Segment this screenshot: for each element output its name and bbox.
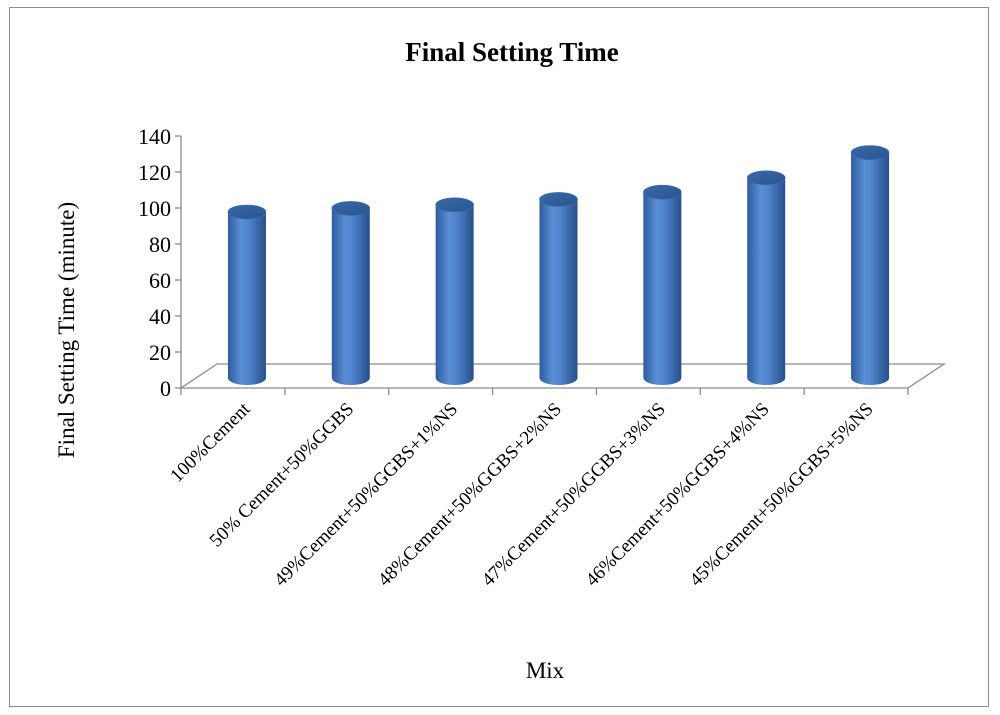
- y-tick-label: 60: [149, 268, 171, 293]
- bar-body: [435, 204, 474, 386]
- bar: [539, 192, 578, 386]
- bar-top: [539, 192, 578, 207]
- x-tick-label: 47%Cement+50%GGBS+3%NS: [478, 399, 670, 591]
- x-tick-label: 49%Cement+50%GGBS+1%NS: [270, 399, 462, 591]
- y-axis-label: Final Setting Time (minute): [54, 202, 79, 458]
- bar-top: [331, 201, 371, 216]
- bar-body: [851, 152, 890, 386]
- x-tick-label: 48%Cement+50%GGBS+2%NS: [374, 399, 566, 591]
- y-tick-labels: 0 20 40 60 80 100 120 140: [138, 124, 181, 401]
- bar-top: [746, 170, 786, 186]
- bar-top: [227, 204, 267, 220]
- bar-body: [643, 192, 682, 386]
- axes: [178, 136, 947, 395]
- chart-floor: [178, 363, 947, 389]
- y-tick-label: 120: [138, 160, 171, 185]
- bars: [227, 145, 890, 386]
- bar-top: [643, 184, 682, 200]
- chart-frame: [9, 7, 989, 707]
- chart-title: Final Setting Time: [405, 37, 619, 67]
- bar: [435, 197, 474, 386]
- bar: [331, 201, 371, 386]
- bar-top: [850, 145, 890, 160]
- y-tick-label: 20: [149, 340, 171, 365]
- y-tick-label: 80: [149, 232, 171, 257]
- y-tick-label: 140: [138, 124, 171, 149]
- x-tick-label: 100%Cement: [166, 398, 254, 486]
- bar: [746, 170, 786, 386]
- bar: [643, 184, 682, 386]
- x-axis-label: Mix: [526, 658, 565, 683]
- bar-top: [435, 197, 474, 213]
- bar: [227, 204, 267, 385]
- x-tick-label: 46%Cement+50%GGBS+4%NS: [582, 399, 774, 591]
- bar-body: [331, 208, 370, 386]
- y-tick-label: 0: [160, 376, 171, 401]
- y-tick-label: 100: [138, 196, 171, 221]
- bar: [850, 145, 890, 386]
- bar-body: [227, 212, 266, 385]
- bar-body: [539, 199, 578, 386]
- bar-body: [747, 177, 786, 386]
- x-tick-label: 45%Cement+50%GGBS+5%NS: [686, 399, 878, 591]
- y-tick-label: 40: [149, 304, 171, 329]
